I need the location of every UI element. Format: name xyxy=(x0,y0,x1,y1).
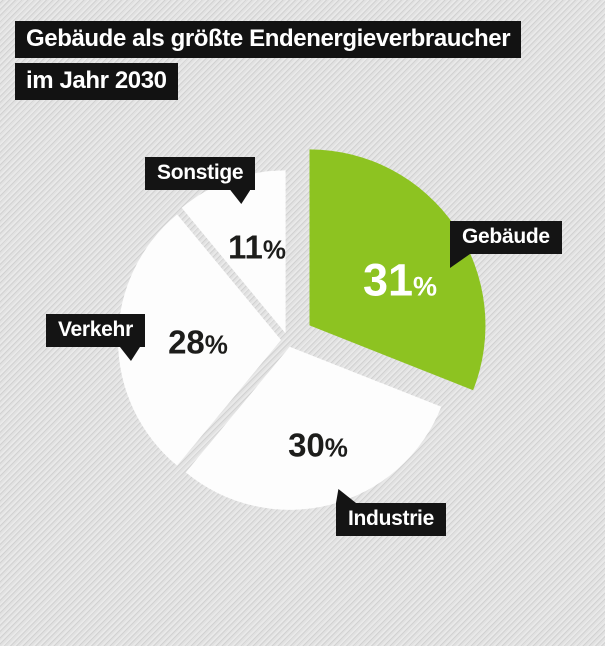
chart-title-line-1: Gebäude als größte Endenergieverbraucher xyxy=(15,21,522,58)
chart-title-line-2: im Jahr 2030 xyxy=(15,63,178,100)
percent-sign: % xyxy=(204,329,228,360)
pie-slice-gebaeude xyxy=(309,149,486,391)
pie-slice-verkehr xyxy=(117,214,281,466)
slice-tag-industrie: Industrie xyxy=(336,503,446,536)
value-number: 11 xyxy=(227,228,263,266)
slice-tag-sonstige: Sonstige xyxy=(145,157,256,190)
slice-tag-verkehr: Verkehr xyxy=(46,314,145,347)
value-label-industrie: 30% xyxy=(288,429,348,462)
value-label-sonstige: 11% xyxy=(228,231,286,264)
value-number: 31 xyxy=(362,254,414,306)
percent-sign: % xyxy=(324,432,348,463)
chart-title: Gebäude als größte Endenergieverbraucher… xyxy=(15,21,522,105)
percent-sign: % xyxy=(262,234,287,265)
value-number: 30 xyxy=(288,426,325,464)
value-label-verkehr: 28% xyxy=(168,326,228,359)
value-label-gebaeude: 31% xyxy=(363,258,437,303)
percent-sign: % xyxy=(413,271,438,302)
pie-slice-industrie xyxy=(185,346,442,510)
pie-slice-sonstige xyxy=(181,170,286,334)
value-number: 28 xyxy=(168,323,205,361)
slice-tag-gebaeude: Gebäude xyxy=(450,221,562,254)
